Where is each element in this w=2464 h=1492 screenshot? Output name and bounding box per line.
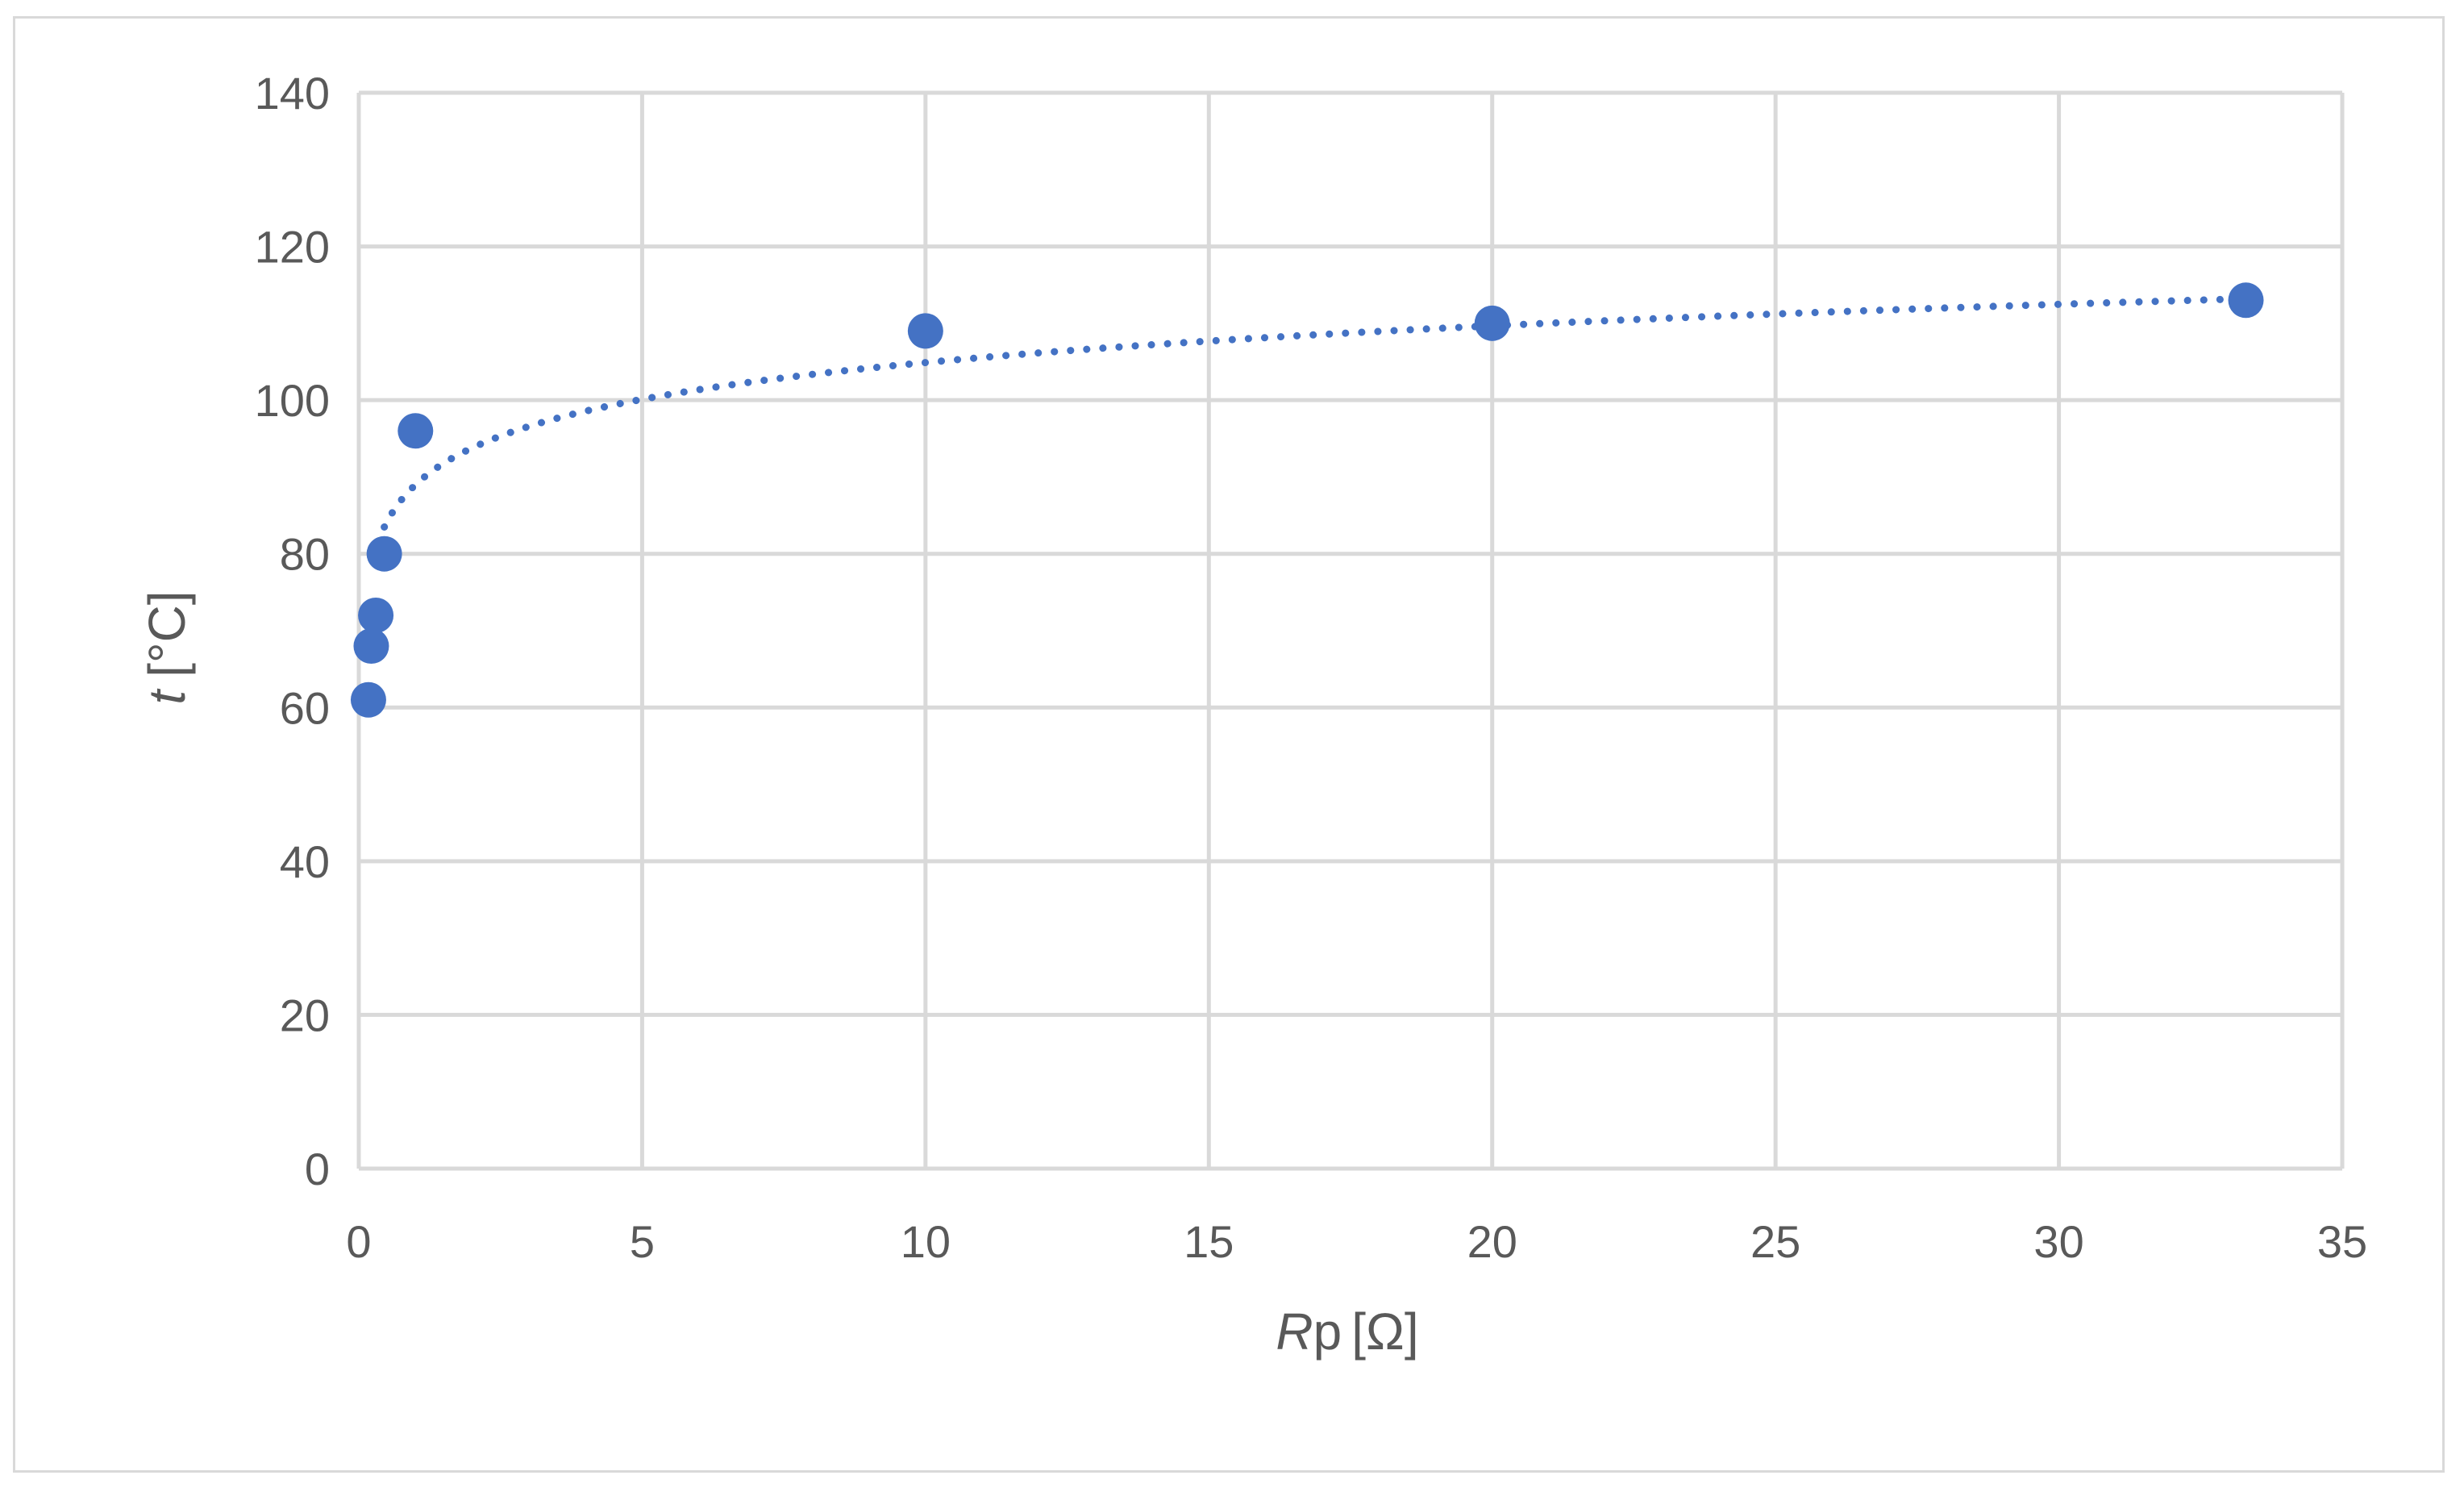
y-tick-label: 0 [305, 1144, 330, 1194]
chart-frame: 0 5 10 15 20 25 30 35 0 20 40 60 80 100 120 140 Rp [Ω] … [13, 16, 2445, 1473]
x-axis-title-symbol: R [1276, 1302, 1313, 1361]
x-tick-label: 20 [1467, 1216, 1517, 1267]
trendline [381, 295, 2233, 531]
x-tick-label: 35 [2317, 1216, 2367, 1267]
x-tick-label: 30 [2033, 1216, 2083, 1267]
data-point [366, 536, 402, 572]
data-point [907, 313, 943, 349]
x-axis-title: Rp [Ω] [1276, 1302, 1418, 1361]
y-tick-label: 80 [280, 529, 330, 580]
data-point [353, 628, 389, 665]
y-tick-label: 140 [255, 68, 330, 119]
x-axis-title-subscript: p [1313, 1302, 1342, 1361]
y-axis-title-unit: [°C] [138, 590, 196, 677]
data-point [350, 681, 386, 718]
y-axis-title: t [°C] [138, 590, 196, 704]
x-tick-label: 25 [1750, 1216, 1800, 1267]
y-tick-label: 40 [280, 836, 330, 887]
y-tick-label: 100 [255, 375, 330, 426]
axes [356, 93, 2342, 1171]
y-axis-title-symbol: t [138, 689, 196, 705]
x-axis-title-unit: [Ω] [1351, 1302, 1418, 1361]
x-tick-label: 5 [630, 1216, 655, 1267]
data-point [2228, 282, 2264, 319]
y-tick-label: 60 [280, 682, 330, 733]
data-point [358, 597, 394, 633]
data-point [397, 413, 434, 449]
data-point [1474, 305, 1510, 341]
y-tick-label: 20 [280, 990, 330, 1040]
x-tick-label: 15 [1184, 1216, 1234, 1267]
gridlines [359, 90, 2345, 1169]
x-tick-label: 0 [346, 1216, 371, 1267]
x-tick-label: 10 [901, 1216, 951, 1267]
data-points [350, 282, 2264, 718]
y-tick-labels: 0 20 40 60 80 100 120 140 [255, 68, 330, 1194]
x-tick-labels: 0 5 10 15 20 25 30 35 [346, 1216, 2367, 1267]
y-tick-label: 120 [255, 222, 330, 273]
